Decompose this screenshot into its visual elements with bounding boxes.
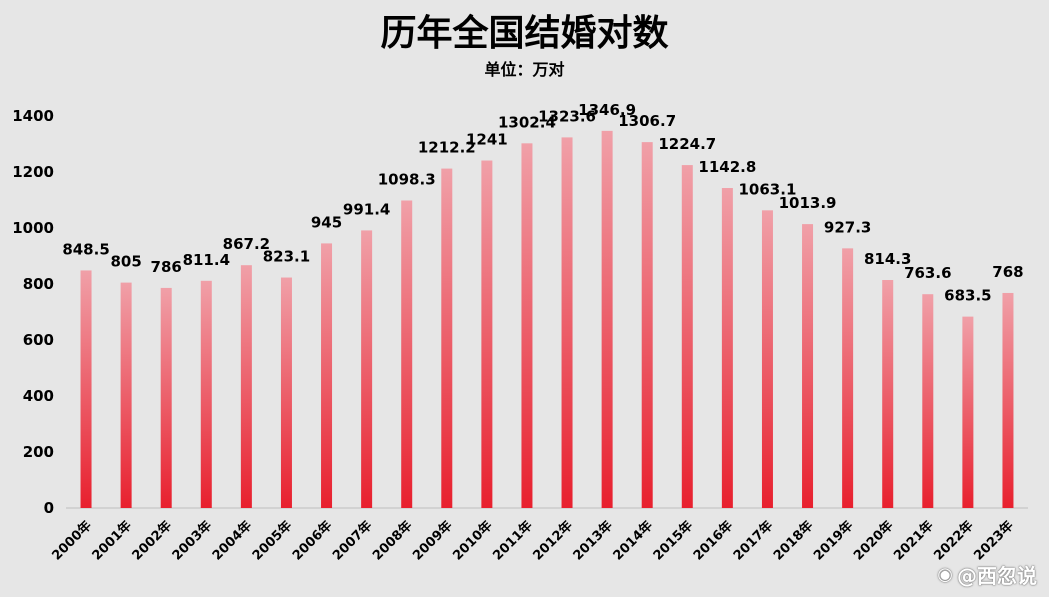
x-tick-label: 2011年	[490, 518, 536, 564]
bar-2023年	[1002, 292, 1014, 508]
data-label: 1323.6	[538, 107, 596, 125]
data-label: 805	[110, 253, 141, 271]
data-label: 1142.8	[698, 158, 756, 176]
bar-2020年	[882, 279, 894, 508]
data-label: 1302.4	[498, 113, 556, 131]
x-tick-label: 2017年	[730, 518, 776, 564]
data-label: 786	[151, 258, 182, 276]
bar-2010年	[481, 160, 493, 508]
data-label: 683.5	[944, 287, 991, 305]
data-label: 1224.7	[658, 135, 716, 153]
data-label: 927.3	[824, 218, 871, 236]
data-label: 1013.9	[779, 194, 837, 212]
x-tick-label: 2002年	[129, 518, 175, 564]
bar-2021年	[922, 294, 934, 508]
x-tick-label: 2007年	[329, 518, 375, 564]
bar-2002年	[160, 287, 172, 508]
x-axis: 2000年2001年2002年2003年2004年2005年2006年2007年…	[49, 518, 1017, 564]
y-tick-label: 1400	[12, 107, 54, 125]
y-tick-label: 800	[23, 275, 54, 293]
bar-2008年	[401, 200, 413, 508]
bar-2009年	[441, 168, 453, 509]
data-label: 823.1	[263, 248, 310, 266]
x-tick-label: 2006年	[289, 518, 335, 564]
data-label: 1063.1	[739, 180, 797, 198]
weibo-icon: ◉	[937, 564, 953, 585]
watermark: ◉ @西忽说	[937, 560, 1037, 589]
x-tick-label: 2003年	[169, 518, 215, 564]
chart-subtitle: 单位：万对	[484, 60, 565, 79]
bar-2007年	[361, 230, 373, 508]
x-tick-label: 2023年	[971, 518, 1017, 564]
x-tick-label: 2012年	[530, 518, 576, 564]
data-label: 763.6	[904, 264, 951, 282]
x-tick-label: 2015年	[650, 518, 696, 564]
data-label: 768	[992, 263, 1023, 281]
data-label: 1241	[466, 131, 508, 149]
bar-2016年	[721, 188, 733, 509]
data-label: 848.5	[62, 240, 109, 258]
x-tick-label: 2021年	[891, 518, 937, 564]
data-label: 1346.9	[578, 101, 636, 119]
data-label: 814.3	[864, 250, 911, 268]
data-label: 1306.7	[618, 112, 676, 130]
x-tick-label: 2005年	[249, 518, 295, 564]
watermark-text: @西忽说	[957, 564, 1037, 588]
bar-2003年	[200, 280, 212, 508]
data-label: 945	[311, 213, 342, 231]
data-label: 1212.2	[418, 139, 476, 157]
bar-2013年	[601, 130, 613, 509]
x-tick-label: 2000年	[49, 518, 95, 564]
x-tick-label: 2018年	[770, 518, 816, 564]
bar-2004年	[240, 265, 252, 508]
x-tick-label: 2008年	[369, 518, 415, 564]
bar-2005年	[280, 277, 292, 508]
x-tick-label: 2009年	[410, 518, 456, 564]
x-tick-label: 2019年	[810, 518, 856, 564]
y-tick-label: 600	[23, 331, 54, 349]
x-tick-label: 2020年	[850, 518, 896, 564]
y-tick-label: 1200	[12, 163, 54, 181]
y-tick-label: 0	[44, 499, 54, 517]
bar-2018年	[802, 224, 814, 508]
bar-2001年	[120, 282, 132, 508]
bar-2017年	[761, 210, 773, 508]
bar-2012年	[561, 137, 573, 508]
bar-2006年	[321, 243, 333, 508]
bar-2011年	[521, 143, 533, 508]
y-tick-label: 200	[23, 443, 54, 461]
data-label: 1098.3	[378, 170, 436, 188]
bar-2014年	[641, 142, 653, 508]
x-tick-label: 2013年	[570, 518, 616, 564]
chart-title: 历年全国结婚对数	[380, 13, 669, 54]
x-tick-label: 2004年	[209, 518, 255, 564]
y-tick-label: 1000	[12, 219, 54, 237]
bar-2000年	[80, 270, 92, 508]
data-label: 811.4	[183, 251, 230, 269]
x-tick-label: 2001年	[89, 518, 135, 564]
x-tick-label: 2016年	[690, 518, 736, 564]
x-tick-label: 2022年	[931, 518, 977, 564]
y-tick-label: 400	[23, 387, 54, 405]
bar-2015年	[681, 165, 693, 509]
data-label: 991.4	[343, 200, 390, 218]
y-axis: 0 200 400 600 800 1000 1200 1400	[12, 107, 54, 517]
x-tick-label: 2014年	[610, 518, 656, 564]
x-tick-label: 2010年	[450, 518, 496, 564]
bar-2022年	[962, 316, 974, 508]
bar-2019年	[842, 248, 854, 508]
bars	[80, 130, 1014, 509]
data-label: 867.2	[223, 235, 270, 253]
